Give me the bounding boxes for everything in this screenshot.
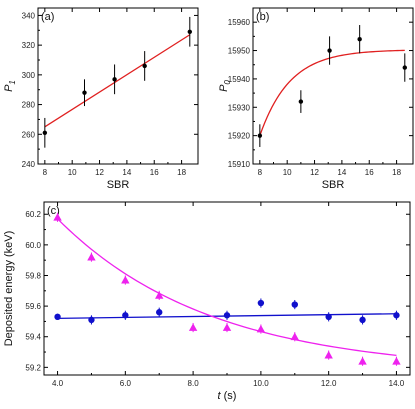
y-tick-label: 60.2 xyxy=(25,210,41,219)
data-point-triangle xyxy=(290,332,299,341)
x-tick-label: 4.0 xyxy=(52,379,64,388)
data-point xyxy=(142,63,147,69)
panel-label: (a) xyxy=(41,11,54,23)
data-point xyxy=(82,90,87,95)
x-tick-label: 12 xyxy=(310,168,319,177)
y-tick-label: 320 xyxy=(22,41,36,50)
y-axis-label: Deposited energy (keV) xyxy=(3,231,15,347)
x-tick-label: 6.0 xyxy=(120,379,132,388)
x-axis-label: SBR xyxy=(322,179,345,191)
x-tick-label: 16 xyxy=(150,168,159,177)
x-tick-label: 14.0 xyxy=(389,379,405,388)
x-tick-label: 8 xyxy=(258,168,263,177)
data-point xyxy=(327,48,332,53)
data-point xyxy=(42,130,48,135)
y-axis-label: P1 xyxy=(3,80,17,92)
x-tick-label: 18 xyxy=(392,168,401,177)
data-point-triangle xyxy=(121,275,130,284)
data-point-triangle xyxy=(392,357,401,365)
panel-a: 8 10 12 14 16 18 240 260 280 300 320 340 (a) SBR P1 xyxy=(3,7,199,191)
x-tick-label: 12.0 xyxy=(321,379,337,388)
y-tick-label: 59.4 xyxy=(25,333,41,342)
data-point xyxy=(359,316,366,324)
x-tick-label: 14 xyxy=(337,168,346,177)
data-point xyxy=(257,133,263,138)
data-point xyxy=(112,77,117,82)
data-point-triangle xyxy=(222,323,232,331)
x-tick-label: 8.0 xyxy=(188,379,200,388)
x-tick-label: 12 xyxy=(95,168,104,177)
y-tick-label: 15910 xyxy=(228,160,251,169)
fit-curve xyxy=(44,34,191,128)
x-tick-label: 14 xyxy=(122,168,131,177)
data-point-triangle xyxy=(188,323,198,331)
x-tick-label: 10 xyxy=(283,168,292,177)
y-axis-label: P0 xyxy=(218,80,232,92)
y-tick-label: 59.6 xyxy=(25,302,41,311)
panel-b: 8 10 12 14 16 18 15910 15920 15930 15940 15950 1596… xyxy=(218,7,414,191)
y-tick-label: 340 xyxy=(22,11,36,20)
x-tick-label: 10.0 xyxy=(253,379,269,388)
y-tick-label: 15960 xyxy=(228,18,251,27)
y-tick-label: 59.8 xyxy=(25,271,41,280)
plot-frame xyxy=(37,7,199,165)
x-tick-label: 8 xyxy=(43,168,48,177)
data-point xyxy=(223,312,231,319)
data-point xyxy=(393,312,400,319)
fit-curve xyxy=(57,218,397,356)
data-point xyxy=(187,29,192,34)
y-tick-label: 280 xyxy=(22,101,36,110)
data-point xyxy=(122,312,129,319)
y-tick-label: 60.0 xyxy=(25,241,41,250)
y-tick-label: 15930 xyxy=(228,103,251,112)
data-point xyxy=(325,313,332,321)
plot-frame xyxy=(252,7,414,165)
data-point xyxy=(357,37,362,42)
data-point-triangle xyxy=(53,213,62,221)
x-tick-label: 18 xyxy=(177,168,186,177)
y-tick-label: 15950 xyxy=(228,47,251,56)
fit-curve xyxy=(259,49,405,136)
data-point xyxy=(402,65,407,70)
y-tick-label: 59.2 xyxy=(25,363,41,372)
x-axis-label: SBR xyxy=(107,179,130,191)
data-point-triangle xyxy=(358,357,367,365)
data-point-triangle xyxy=(87,252,96,261)
panel-label: (b) xyxy=(256,11,269,23)
data-point xyxy=(257,299,265,307)
data-point xyxy=(298,99,304,104)
x-axis-label: t (s) xyxy=(218,390,237,402)
x-tick-label: 16 xyxy=(365,168,374,177)
data-point xyxy=(54,313,61,321)
panel-c: 4.0 6.0 8.0 10.0 12.0 14.0 59.2 59.4 59.6 59.8 60.… xyxy=(3,201,411,402)
data-point xyxy=(291,301,298,308)
plot-frame xyxy=(43,201,411,376)
y-tick-label: 260 xyxy=(22,130,36,139)
data-point xyxy=(88,316,95,324)
y-tick-label: 300 xyxy=(22,71,36,80)
y-tick-label: 15920 xyxy=(228,132,251,141)
data-point-triangle xyxy=(324,350,333,359)
data-point xyxy=(156,309,163,316)
data-point-triangle xyxy=(256,324,266,333)
x-tick-label: 10 xyxy=(68,168,77,177)
data-point-triangle xyxy=(155,291,164,299)
panel-label: (c) xyxy=(47,205,60,217)
y-tick-label: 240 xyxy=(22,160,36,169)
y-tick-label: 15940 xyxy=(228,75,251,84)
